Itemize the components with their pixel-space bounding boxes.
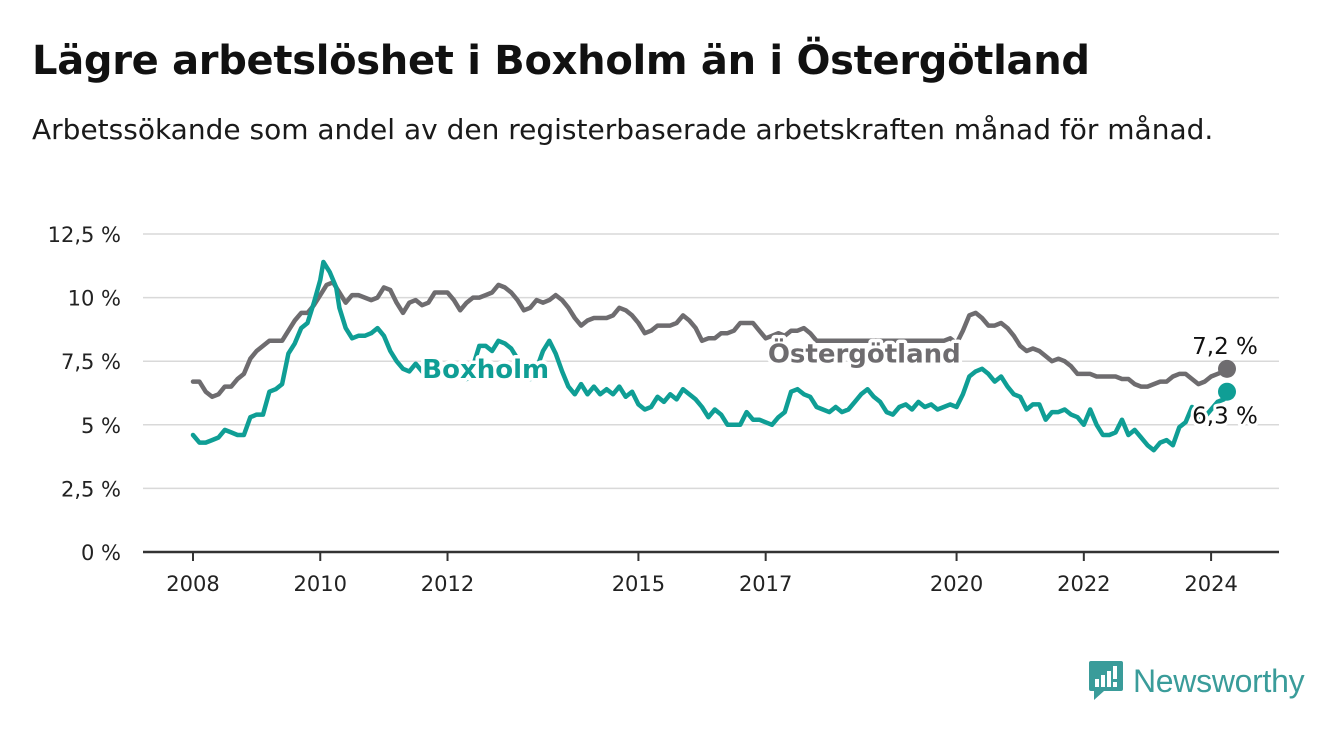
newsworthy-logo-icon [1089, 661, 1123, 700]
x-tick-label: 2017 [739, 572, 792, 596]
series-line-0 [190, 280, 1230, 400]
series-line-1 [190, 259, 1230, 453]
grid-lines [143, 233, 1279, 490]
series-name-label-1: Boxholm [422, 355, 549, 385]
series-name-label-0: Östergötland [768, 337, 961, 370]
y-tick-label: 5 % [81, 414, 121, 438]
series-labels: Östergötland Boxholm 7,2 % 6,3 % [419, 331, 1261, 433]
x-tick-label: 2012 [421, 572, 474, 596]
axes: 0 % 2,5 % 5 % 7,5 % 10 % 12,5 % 2008 2010 2012 20… [48, 223, 1279, 596]
x-tick-label: 2010 [294, 572, 347, 596]
x-tick-label: 2022 [1057, 572, 1110, 596]
y-tick-label: 2,5 % [61, 477, 121, 501]
y-tick-label: 12,5 % [48, 223, 121, 247]
y-tick-label: 7,5 % [61, 350, 121, 374]
series-end-value-label-1: 6,3 % [1192, 404, 1258, 430]
x-tick-label: 2020 [930, 572, 983, 596]
x-tick-label: 2015 [612, 572, 665, 596]
page-subtitle: Arbetssökande som andel av den registerb… [32, 113, 1214, 146]
y-tick-label: 0 % [81, 541, 121, 565]
x-tick-label: 2008 [166, 572, 219, 596]
y-tick-label: 10 % [68, 287, 121, 311]
series-lines [190, 259, 1236, 453]
x-tick-label: 2024 [1184, 572, 1237, 596]
series-end-value-label-0: 7,2 % [1192, 334, 1258, 360]
series-end-point-1 [1218, 382, 1236, 401]
page-title: Lägre arbetslöshet i Boxholm än i Österg… [32, 38, 1090, 84]
brand[interactable]: Newsworthy [1088, 660, 1305, 702]
brand-name: Newsworthy [1133, 662, 1305, 699]
series-end-point-0 [1218, 359, 1236, 378]
